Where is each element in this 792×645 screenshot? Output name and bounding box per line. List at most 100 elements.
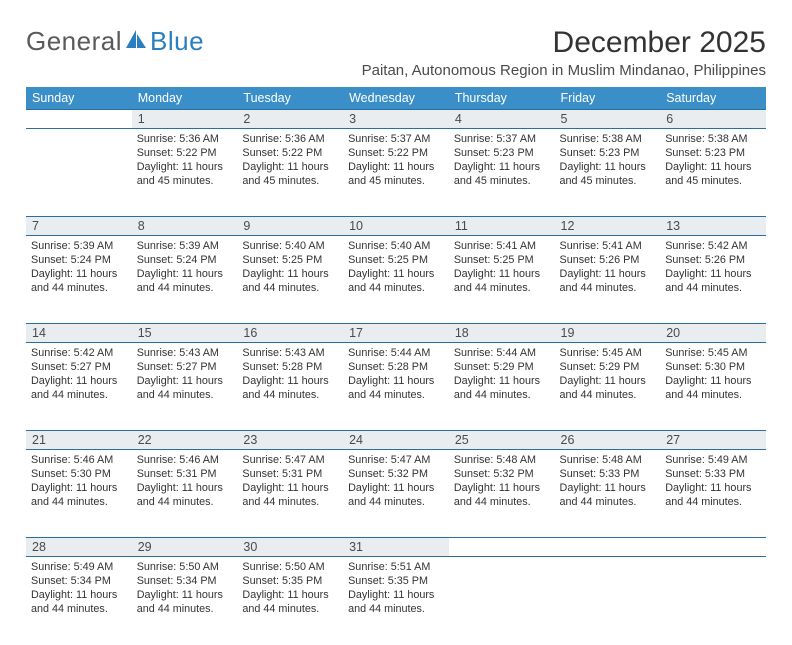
- daylight-text-1: Daylight: 11 hours: [242, 481, 338, 495]
- sail-icon: [124, 26, 148, 57]
- daylight-text-1: Daylight: 11 hours: [348, 481, 444, 495]
- sunset-text: Sunset: 5:29 PM: [560, 360, 656, 374]
- day-number: 2: [237, 110, 343, 129]
- sunrise-text: Sunrise: 5:51 AM: [348, 560, 444, 574]
- daylight-text-1: Daylight: 11 hours: [31, 374, 127, 388]
- weekday-header: Friday: [555, 87, 661, 110]
- daylight-text-2: and 44 minutes.: [665, 281, 761, 295]
- daylight-text-2: and 44 minutes.: [137, 495, 233, 509]
- day-cell: Sunrise: 5:40 AMSunset: 5:25 PMDaylight:…: [237, 236, 343, 324]
- day-details: Sunrise: 5:40 AMSunset: 5:25 PMDaylight:…: [343, 236, 449, 298]
- day-cell: Sunrise: 5:42 AMSunset: 5:26 PMDaylight:…: [660, 236, 766, 324]
- day-number: 20: [660, 324, 766, 343]
- daylight-text-1: Daylight: 11 hours: [560, 160, 656, 174]
- day-cell: Sunrise: 5:36 AMSunset: 5:22 PMDaylight:…: [132, 129, 238, 217]
- day-number: 3: [343, 110, 449, 129]
- logo-text-1: General: [26, 26, 122, 57]
- day-cell: Sunrise: 5:41 AMSunset: 5:26 PMDaylight:…: [555, 236, 661, 324]
- day-details: Sunrise: 5:44 AMSunset: 5:29 PMDaylight:…: [449, 343, 555, 405]
- sunset-text: Sunset: 5:32 PM: [348, 467, 444, 481]
- day-number: 25: [449, 431, 555, 450]
- sunset-text: Sunset: 5:26 PM: [665, 253, 761, 267]
- day-cell: Sunrise: 5:45 AMSunset: 5:30 PMDaylight:…: [660, 343, 766, 431]
- day-number: 23: [237, 431, 343, 450]
- day-details: Sunrise: 5:48 AMSunset: 5:32 PMDaylight:…: [449, 450, 555, 512]
- daylight-text-1: Daylight: 11 hours: [454, 160, 550, 174]
- sunrise-text: Sunrise: 5:45 AM: [665, 346, 761, 360]
- sunrise-text: Sunrise: 5:39 AM: [137, 239, 233, 253]
- sunrise-text: Sunrise: 5:46 AM: [31, 453, 127, 467]
- day-cell: Sunrise: 5:38 AMSunset: 5:23 PMDaylight:…: [555, 129, 661, 217]
- day-details: Sunrise: 5:37 AMSunset: 5:23 PMDaylight:…: [449, 129, 555, 191]
- day-number: 5: [555, 110, 661, 129]
- day-number-row: 28293031: [26, 538, 766, 557]
- day-number: 12: [555, 217, 661, 236]
- daylight-text-2: and 44 minutes.: [560, 495, 656, 509]
- sunset-text: Sunset: 5:30 PM: [665, 360, 761, 374]
- sunrise-text: Sunrise: 5:49 AM: [31, 560, 127, 574]
- day-details: Sunrise: 5:43 AMSunset: 5:28 PMDaylight:…: [237, 343, 343, 405]
- daylight-text-2: and 44 minutes.: [560, 388, 656, 402]
- sunrise-text: Sunrise: 5:45 AM: [560, 346, 656, 360]
- day-cell: Sunrise: 5:49 AMSunset: 5:34 PMDaylight:…: [26, 557, 132, 645]
- sunset-text: Sunset: 5:25 PM: [242, 253, 338, 267]
- day-number: [555, 538, 661, 557]
- day-cell: [26, 129, 132, 217]
- daylight-text-2: and 45 minutes.: [560, 174, 656, 188]
- day-number: 27: [660, 431, 766, 450]
- sunset-text: Sunset: 5:24 PM: [137, 253, 233, 267]
- sunrise-text: Sunrise: 5:41 AM: [560, 239, 656, 253]
- sunset-text: Sunset: 5:23 PM: [665, 146, 761, 160]
- weekday-header: Tuesday: [237, 87, 343, 110]
- day-details: Sunrise: 5:50 AMSunset: 5:34 PMDaylight:…: [132, 557, 238, 619]
- sunrise-text: Sunrise: 5:44 AM: [454, 346, 550, 360]
- daylight-text-1: Daylight: 11 hours: [348, 267, 444, 281]
- daylight-text-2: and 44 minutes.: [242, 388, 338, 402]
- sunrise-text: Sunrise: 5:41 AM: [454, 239, 550, 253]
- sunset-text: Sunset: 5:28 PM: [242, 360, 338, 374]
- day-details: Sunrise: 5:48 AMSunset: 5:33 PMDaylight:…: [555, 450, 661, 512]
- daylight-text-1: Daylight: 11 hours: [665, 160, 761, 174]
- daylight-text-2: and 44 minutes.: [137, 281, 233, 295]
- weekday-header: Wednesday: [343, 87, 449, 110]
- day-content-row: Sunrise: 5:49 AMSunset: 5:34 PMDaylight:…: [26, 557, 766, 645]
- daylight-text-2: and 44 minutes.: [31, 388, 127, 402]
- daylight-text-1: Daylight: 11 hours: [242, 267, 338, 281]
- day-cell: [449, 557, 555, 645]
- sunrise-text: Sunrise: 5:44 AM: [348, 346, 444, 360]
- daylight-text-1: Daylight: 11 hours: [560, 481, 656, 495]
- day-number: 16: [237, 324, 343, 343]
- sunrise-text: Sunrise: 5:47 AM: [242, 453, 338, 467]
- sunrise-text: Sunrise: 5:42 AM: [31, 346, 127, 360]
- daylight-text-2: and 44 minutes.: [454, 495, 550, 509]
- daylight-text-2: and 44 minutes.: [137, 388, 233, 402]
- day-details: Sunrise: 5:45 AMSunset: 5:30 PMDaylight:…: [660, 343, 766, 405]
- day-number-row: 123456: [26, 110, 766, 129]
- daylight-text-2: and 44 minutes.: [560, 281, 656, 295]
- daylight-text-2: and 44 minutes.: [31, 281, 127, 295]
- daylight-text-1: Daylight: 11 hours: [560, 374, 656, 388]
- daylight-text-1: Daylight: 11 hours: [242, 160, 338, 174]
- day-details: Sunrise: 5:43 AMSunset: 5:27 PMDaylight:…: [132, 343, 238, 405]
- sunrise-text: Sunrise: 5:43 AM: [137, 346, 233, 360]
- page-subtitle: Paitan, Autonomous Region in Muslim Mind…: [26, 62, 766, 79]
- day-details: Sunrise: 5:38 AMSunset: 5:23 PMDaylight:…: [660, 129, 766, 191]
- day-number: 11: [449, 217, 555, 236]
- day-content-row: Sunrise: 5:36 AMSunset: 5:22 PMDaylight:…: [26, 129, 766, 217]
- sunrise-text: Sunrise: 5:48 AM: [454, 453, 550, 467]
- sunset-text: Sunset: 5:35 PM: [348, 574, 444, 588]
- day-details: Sunrise: 5:50 AMSunset: 5:35 PMDaylight:…: [237, 557, 343, 619]
- day-details: Sunrise: 5:46 AMSunset: 5:30 PMDaylight:…: [26, 450, 132, 512]
- daylight-text-2: and 44 minutes.: [31, 495, 127, 509]
- day-details: Sunrise: 5:41 AMSunset: 5:25 PMDaylight:…: [449, 236, 555, 298]
- day-cell: Sunrise: 5:47 AMSunset: 5:31 PMDaylight:…: [237, 450, 343, 538]
- day-number: 18: [449, 324, 555, 343]
- day-cell: Sunrise: 5:39 AMSunset: 5:24 PMDaylight:…: [26, 236, 132, 324]
- daylight-text-1: Daylight: 11 hours: [665, 374, 761, 388]
- page-header: General Blue December 2025: [26, 26, 766, 60]
- day-number: 31: [343, 538, 449, 557]
- sunrise-text: Sunrise: 5:37 AM: [454, 132, 550, 146]
- day-number: 17: [343, 324, 449, 343]
- sunrise-text: Sunrise: 5:36 AM: [242, 132, 338, 146]
- sunset-text: Sunset: 5:26 PM: [560, 253, 656, 267]
